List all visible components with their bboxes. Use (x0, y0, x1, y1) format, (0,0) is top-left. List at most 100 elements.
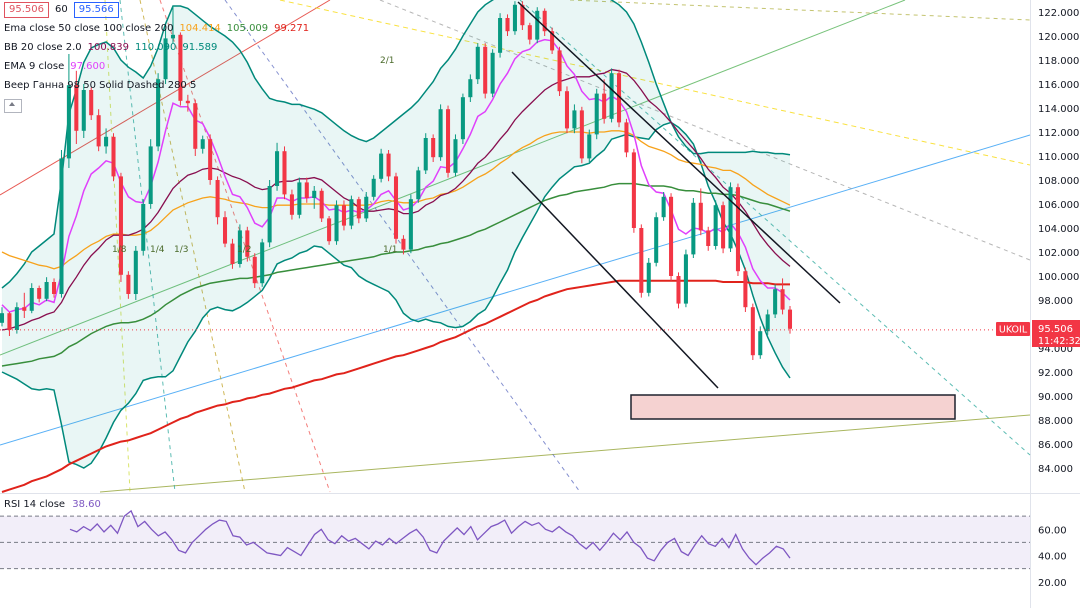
candle-body (453, 139, 458, 173)
candle-body (89, 90, 94, 116)
price-tick-label: 84.000 (1038, 464, 1073, 475)
candle-body (669, 196, 674, 276)
candle-body (74, 85, 79, 131)
timeframe-label[interactable]: 60 (55, 4, 68, 15)
price-tick-label: 88.000 (1038, 416, 1073, 427)
candle-body (587, 134, 592, 159)
candle-body (52, 282, 57, 294)
candle-body (780, 289, 785, 310)
candle-body (639, 228, 644, 293)
gann-fan-line (159, 0, 331, 493)
rsi-pane-bg (0, 495, 1030, 608)
price-axis[interactable]: 122.000 120.000 118.000 116.000 114.000 112.0… (996, 8, 1080, 475)
gann-ratio-label: 1/8 (112, 245, 127, 255)
candle-body (260, 242, 265, 284)
candle-body (438, 109, 443, 158)
candle-body (386, 153, 391, 177)
price-tick-label: 112.000 (1038, 128, 1079, 139)
candle-body (304, 182, 309, 198)
candle-body (550, 31, 555, 51)
candle-body (111, 136, 116, 177)
candle-body (267, 186, 272, 243)
indicator-label: Веер Ганна 98 50 Solid Dashed 280 5 (4, 80, 197, 91)
gann-fan-line (0, 0, 331, 196)
candle-body (393, 176, 399, 239)
candle-body (691, 202, 696, 255)
indicator-row[interactable]: BB 20 close 2.0 100.839 110.090 91.589 (4, 38, 309, 57)
sell-price-box[interactable]: 95.506 (4, 1, 49, 18)
candle-body (721, 205, 726, 249)
candle-body (208, 139, 213, 180)
candle-body (527, 25, 532, 40)
price-tick-label: 114.000 (1038, 104, 1079, 115)
rsi-pane: 60.00 40.00 20.00 (0, 509, 1067, 589)
gann-ratio-label: 2/1 (380, 56, 394, 66)
candle-body (446, 109, 451, 173)
price-tick-label: 118.000 (1038, 56, 1079, 67)
gann-fan-line (99, 414, 1031, 493)
buy-price-box[interactable]: 95.566 (73, 1, 119, 18)
channel-upper-line[interactable] (517, 1, 841, 304)
price-tick-label: 92.000 (1038, 368, 1073, 379)
indicator-value: 105.009 (226, 23, 269, 34)
indicator-row[interactable]: EMA 9 close 97.600 (4, 57, 309, 76)
ticker-text: UKOIL (999, 325, 1028, 336)
candle-body (170, 34, 176, 39)
candle-body (178, 34, 183, 101)
drawings-layer[interactable] (0, 1, 1030, 420)
price-tick-label: 94.000 (1038, 344, 1073, 355)
candle-body (423, 138, 428, 171)
price-tick-label: 116.000 (1038, 80, 1079, 91)
candle-body (163, 38, 168, 80)
candle-body (713, 205, 718, 246)
candle-body (490, 52, 495, 94)
indicator-row[interactable]: Ema close 50 close 100 close 200 104.414 1… (4, 19, 309, 38)
candle-body (245, 230, 250, 257)
candle-body (728, 187, 733, 249)
collapse-legend-button[interactable] (4, 98, 22, 113)
price-tick-label: 108.000 (1038, 176, 1079, 187)
candle-body (319, 190, 324, 219)
candle-body (118, 176, 123, 275)
ticker-tag[interactable] (996, 322, 1030, 336)
candle-body (44, 282, 49, 299)
bb-lower-line (1, 121, 791, 469)
candle-body (222, 217, 228, 244)
indicator-label: BB 20 close 2.0 (4, 42, 82, 53)
candle-body (572, 110, 577, 129)
candle-body (341, 205, 346, 226)
gann-ratio-label: 1/4 (150, 245, 165, 255)
candle-body (512, 4, 517, 32)
candle-body (356, 199, 361, 219)
indicator-value: 100.839 (87, 42, 130, 53)
candle-body (683, 254, 688, 304)
candle-body (735, 187, 740, 272)
candle-body (282, 151, 287, 195)
candle-body (431, 138, 436, 158)
rsi-tick-label: 20.00 (1038, 578, 1067, 589)
gann-fan-line (519, 0, 1031, 456)
target-zone-box[interactable] (630, 394, 956, 420)
symbol-row: 95.506 60 95.566 (4, 0, 309, 19)
gann-ratio-label: 1/3 (174, 245, 188, 255)
candle-body (468, 79, 473, 98)
candle-body (252, 256, 257, 284)
price-tick-label: 102.000 (1038, 248, 1079, 259)
candle-body (334, 205, 339, 242)
candle-body (59, 158, 64, 294)
candle-body (661, 196, 666, 218)
price-tick-label: 104.000 (1038, 224, 1079, 235)
indicator-row[interactable]: Веер Ганна 98 50 Solid Dashed 280 5 (4, 76, 309, 95)
candle-body (14, 307, 19, 330)
rsi-legend: RSI 14 close 38.60 (4, 499, 101, 510)
gann-ratio-label: 1/2 (237, 245, 251, 255)
price-tick-label: 122.000 (1038, 8, 1079, 19)
price-tick-label: 90.000 (1038, 392, 1073, 403)
channel-lower-line[interactable] (511, 171, 719, 389)
price-tag-countdown: 11:42:32 (1038, 336, 1080, 347)
candle-body (698, 202, 703, 231)
rsi-label: RSI 14 close (4, 499, 66, 510)
candle-body (654, 217, 659, 263)
candle-body (148, 146, 153, 204)
